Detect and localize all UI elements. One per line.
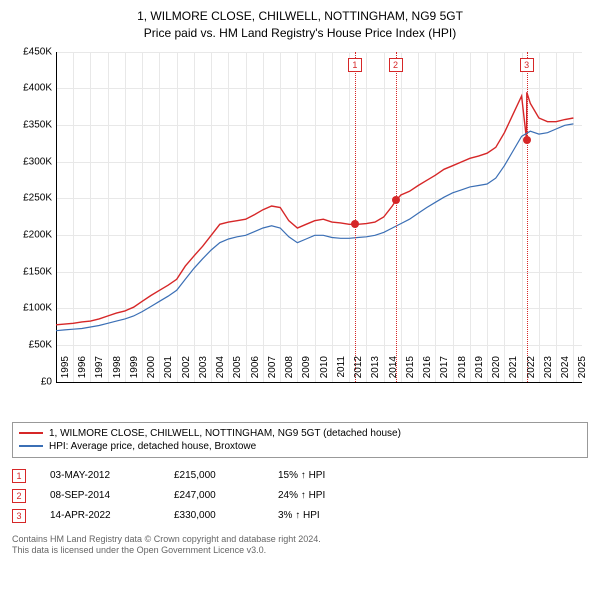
x-tick-label: 2014 xyxy=(388,356,399,386)
sale-marker-dot xyxy=(351,220,359,228)
y-tick-label: £100K xyxy=(12,303,52,314)
x-tick-label: 1995 xyxy=(60,356,71,386)
x-tick-label: 2007 xyxy=(267,356,278,386)
x-tick-label: 2022 xyxy=(526,356,537,386)
x-tick-label: 2005 xyxy=(232,356,243,386)
x-tick-label: 2004 xyxy=(215,356,226,386)
x-tick-label: 2021 xyxy=(508,356,519,386)
x-tick-label: 1998 xyxy=(112,356,123,386)
x-tick-label: 2012 xyxy=(353,356,364,386)
y-tick-label: £400K xyxy=(12,83,52,94)
x-tick-label: 2025 xyxy=(577,356,588,386)
footnote-line-1: Contains HM Land Registry data © Crown c… xyxy=(12,534,588,546)
sale-marker-line xyxy=(527,52,528,382)
sale-price: £247,000 xyxy=(174,490,254,501)
y-tick-label: £300K xyxy=(12,156,52,167)
sale-marker-dot xyxy=(523,136,531,144)
series-price_paid xyxy=(56,92,573,324)
series-hpi xyxy=(56,123,573,330)
legend-swatch xyxy=(19,432,43,434)
x-tick-label: 2011 xyxy=(336,356,347,386)
legend: 1, WILMORE CLOSE, CHILWELL, NOTTINGHAM, … xyxy=(12,422,588,458)
series-svg xyxy=(56,52,582,382)
sale-row: 3 14-APR-2022 £330,000 3% ↑ HPI xyxy=(12,506,588,526)
chart-container: 1, WILMORE CLOSE, CHILWELL, NOTTINGHAM, … xyxy=(0,0,600,565)
x-tick-label: 2009 xyxy=(301,356,312,386)
sale-price: £330,000 xyxy=(174,510,254,521)
y-tick-label: £250K xyxy=(12,193,52,204)
sale-marker-dot xyxy=(392,196,400,204)
x-tick-label: 2013 xyxy=(370,356,381,386)
y-tick-label: £450K xyxy=(12,46,52,57)
sale-diff: 3% ↑ HPI xyxy=(278,510,358,521)
x-tick-label: 2003 xyxy=(198,356,209,386)
x-tick-label: 2006 xyxy=(250,356,261,386)
sale-diff: 15% ↑ HPI xyxy=(278,470,358,481)
sale-marker-line xyxy=(355,52,356,382)
x-tick-label: 1997 xyxy=(94,356,105,386)
y-tick-label: £350K xyxy=(12,119,52,130)
x-tick-label: 2010 xyxy=(319,356,330,386)
x-tick-label: 1996 xyxy=(77,356,88,386)
sale-row: 2 08-SEP-2014 £247,000 24% ↑ HPI xyxy=(12,486,588,506)
title-line-2: Price paid vs. HM Land Registry's House … xyxy=(12,25,588,42)
x-tick-label: 2015 xyxy=(405,356,416,386)
footnote-line-2: This data is licensed under the Open Gov… xyxy=(12,545,588,557)
sale-marker-label: 3 xyxy=(520,58,534,72)
sale-marker-label: 2 xyxy=(389,58,403,72)
y-tick-label: £50K xyxy=(12,339,52,350)
legend-item: HPI: Average price, detached house, Brox… xyxy=(19,440,581,453)
sale-marker-label: 1 xyxy=(348,58,362,72)
sale-price: £215,000 xyxy=(174,470,254,481)
x-tick-label: 2023 xyxy=(543,356,554,386)
legend-swatch xyxy=(19,445,43,447)
x-tick-label: 2017 xyxy=(439,356,450,386)
sale-date: 08-SEP-2014 xyxy=(50,490,150,501)
chart-title: 1, WILMORE CLOSE, CHILWELL, NOTTINGHAM, … xyxy=(12,8,588,42)
sale-diff: 24% ↑ HPI xyxy=(278,490,358,501)
sale-row: 1 03-MAY-2012 £215,000 15% ↑ HPI xyxy=(12,466,588,486)
chart-area: 1 2 3 £0 £50K £100K £150K £200K £250K £300K £350K… xyxy=(12,46,588,416)
legend-label: 1, WILMORE CLOSE, CHILWELL, NOTTINGHAM, … xyxy=(49,428,401,439)
sale-row-marker: 3 xyxy=(12,509,26,523)
sale-row-marker: 1 xyxy=(12,469,26,483)
plot-region: 1 2 3 xyxy=(56,52,582,382)
sales-table: 1 03-MAY-2012 £215,000 15% ↑ HPI 2 08-SEP-201… xyxy=(12,466,588,526)
x-tick-label: 2020 xyxy=(491,356,502,386)
y-tick-label: £200K xyxy=(12,229,52,240)
legend-item: 1, WILMORE CLOSE, CHILWELL, NOTTINGHAM, … xyxy=(19,427,581,440)
x-tick-label: 2016 xyxy=(422,356,433,386)
x-tick-label: 2019 xyxy=(474,356,485,386)
sale-row-marker: 2 xyxy=(12,489,26,503)
y-tick-label: £0 xyxy=(12,376,52,387)
x-tick-label: 2024 xyxy=(560,356,571,386)
title-line-1: 1, WILMORE CLOSE, CHILWELL, NOTTINGHAM, … xyxy=(12,8,588,25)
x-tick-label: 2001 xyxy=(163,356,174,386)
x-tick-label: 2000 xyxy=(146,356,157,386)
x-tick-label: 2002 xyxy=(181,356,192,386)
legend-label: HPI: Average price, detached house, Brox… xyxy=(49,441,256,452)
footnote: Contains HM Land Registry data © Crown c… xyxy=(12,534,588,557)
sale-marker-line xyxy=(396,52,397,382)
x-tick-label: 1999 xyxy=(129,356,140,386)
x-tick-label: 2018 xyxy=(457,356,468,386)
sale-date: 14-APR-2022 xyxy=(50,510,150,521)
x-tick-label: 2008 xyxy=(284,356,295,386)
sale-date: 03-MAY-2012 xyxy=(50,470,150,481)
y-tick-label: £150K xyxy=(12,266,52,277)
